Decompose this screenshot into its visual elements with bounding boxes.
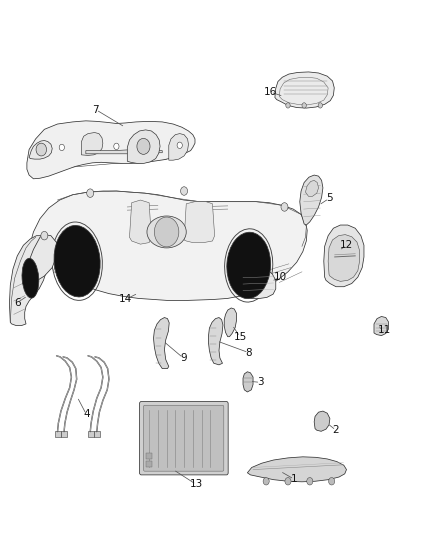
Polygon shape [29, 141, 52, 159]
Polygon shape [127, 130, 160, 164]
Circle shape [87, 189, 94, 197]
Text: 8: 8 [245, 348, 252, 358]
Text: 6: 6 [14, 297, 21, 308]
Polygon shape [25, 191, 307, 301]
Ellipse shape [22, 259, 39, 298]
Polygon shape [184, 201, 215, 243]
Bar [146, 453, 152, 459]
Circle shape [318, 103, 322, 108]
Polygon shape [81, 133, 103, 156]
FancyBboxPatch shape [144, 405, 224, 471]
Text: 13: 13 [190, 480, 203, 489]
Polygon shape [275, 72, 334, 108]
Text: 10: 10 [274, 272, 287, 282]
Polygon shape [130, 200, 151, 244]
Ellipse shape [147, 216, 186, 248]
Circle shape [307, 478, 313, 485]
Bar [146, 461, 152, 467]
Polygon shape [247, 457, 346, 482]
Bar [88, 431, 94, 437]
Text: 2: 2 [333, 425, 339, 435]
Text: 3: 3 [257, 377, 264, 387]
Polygon shape [314, 411, 330, 431]
Ellipse shape [54, 225, 100, 297]
Circle shape [137, 139, 150, 155]
Circle shape [36, 143, 46, 156]
Circle shape [285, 478, 291, 485]
Polygon shape [53, 245, 77, 273]
Text: 4: 4 [83, 409, 90, 419]
Circle shape [302, 103, 306, 108]
FancyBboxPatch shape [140, 401, 228, 475]
Circle shape [177, 142, 182, 149]
Ellipse shape [227, 232, 271, 298]
Bar [94, 431, 100, 437]
Text: 7: 7 [92, 104, 99, 115]
Circle shape [281, 203, 288, 211]
Text: 12: 12 [340, 240, 353, 250]
Polygon shape [153, 318, 169, 368]
Polygon shape [374, 317, 389, 336]
Polygon shape [243, 372, 253, 392]
Text: 15: 15 [233, 332, 247, 342]
Polygon shape [25, 235, 57, 285]
Circle shape [263, 478, 269, 485]
Text: 9: 9 [180, 353, 187, 363]
Polygon shape [27, 121, 195, 179]
Bar [61, 431, 67, 437]
Polygon shape [169, 134, 188, 160]
Circle shape [59, 144, 64, 151]
Polygon shape [324, 225, 364, 287]
Polygon shape [328, 235, 360, 281]
Polygon shape [86, 150, 162, 154]
Polygon shape [224, 308, 237, 337]
Circle shape [286, 103, 290, 108]
Polygon shape [240, 265, 276, 298]
Text: 14: 14 [119, 294, 132, 304]
Text: 5: 5 [326, 193, 332, 204]
Polygon shape [208, 318, 223, 365]
Circle shape [41, 231, 48, 240]
Polygon shape [305, 180, 318, 196]
Polygon shape [300, 175, 323, 225]
Text: 11: 11 [378, 325, 391, 335]
Bar [55, 431, 61, 437]
Text: 1: 1 [291, 474, 297, 484]
Circle shape [180, 187, 187, 195]
Circle shape [154, 217, 179, 247]
Polygon shape [10, 236, 48, 326]
Text: 16: 16 [264, 87, 277, 97]
Circle shape [114, 143, 119, 150]
Circle shape [328, 478, 335, 485]
